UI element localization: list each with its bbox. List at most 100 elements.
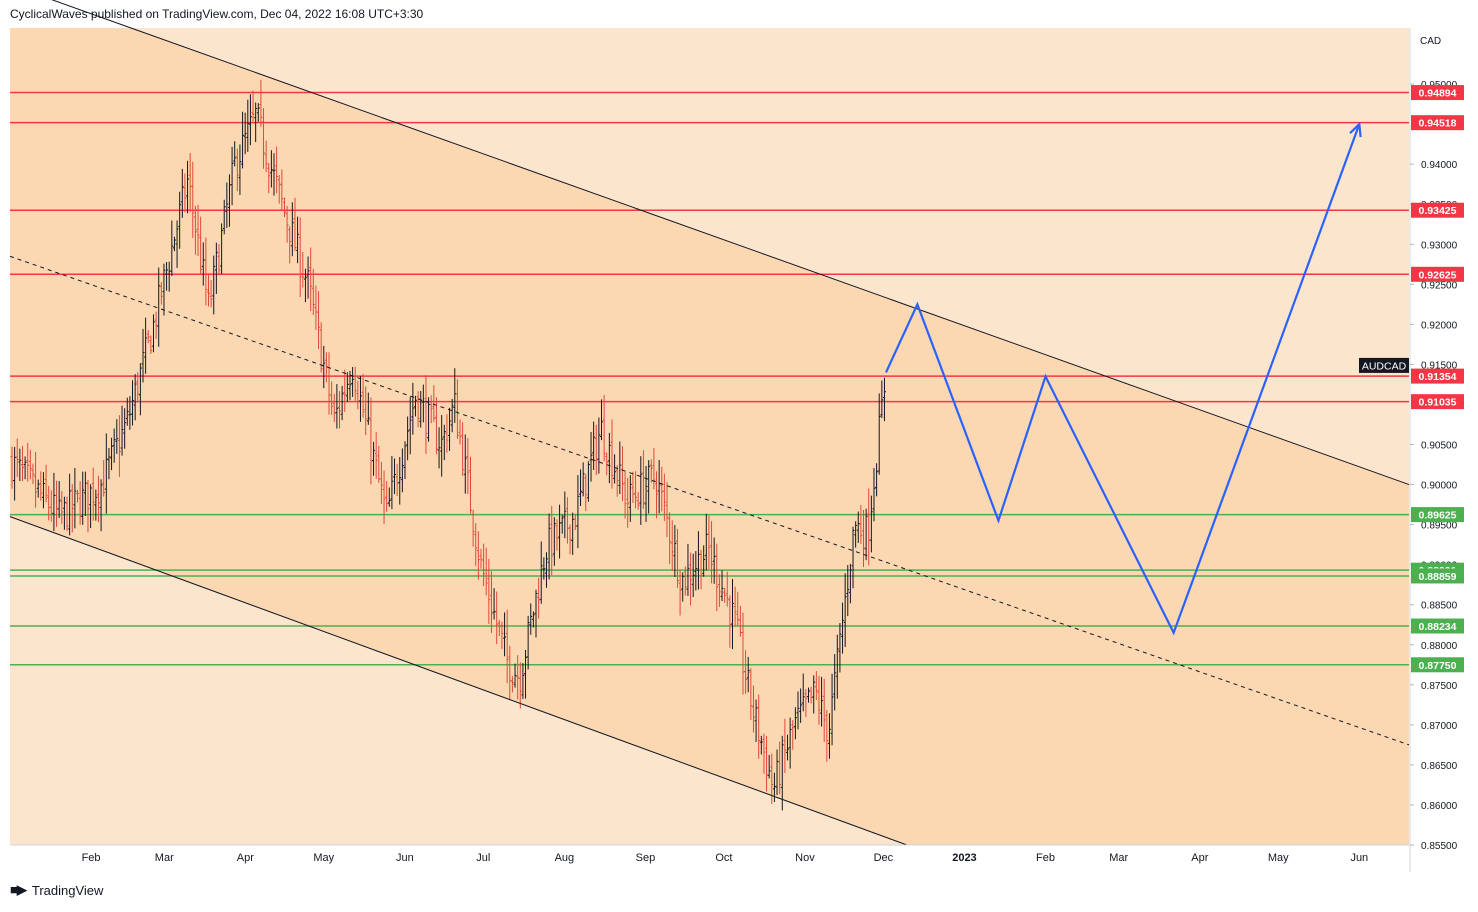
ohlc-bar bbox=[70, 483, 74, 533]
ohlc-bar bbox=[681, 572, 685, 602]
ohlc-bar bbox=[408, 396, 412, 455]
ohlc-bar bbox=[702, 545, 706, 577]
ohlc-bar bbox=[272, 153, 276, 196]
ohlc-bar bbox=[859, 505, 863, 544]
ohlc-bar bbox=[484, 547, 488, 596]
level-label-bg bbox=[1411, 115, 1464, 131]
ohlc-bar bbox=[55, 480, 59, 527]
ohlc-bar bbox=[138, 363, 142, 416]
x-tick-label: May bbox=[1268, 852, 1289, 864]
ohlc-bar bbox=[710, 521, 714, 584]
ohlc-bar bbox=[353, 366, 357, 401]
ohlc-bar bbox=[348, 370, 352, 401]
ohlc-bar bbox=[94, 489, 98, 521]
x-tick-label: Mar bbox=[1109, 852, 1128, 864]
ohlc-bar bbox=[364, 386, 368, 435]
y-tick-label: 0.86500 bbox=[1421, 761, 1458, 772]
ohlc-bar bbox=[772, 772, 776, 803]
ohlc-bar bbox=[159, 282, 163, 305]
ohlc-bar bbox=[222, 199, 226, 235]
ohlc-bar bbox=[880, 380, 884, 419]
x-tick-label: Oct bbox=[715, 852, 732, 864]
ohlc-bar bbox=[835, 634, 839, 699]
ohlc-bar bbox=[28, 449, 32, 480]
level-label-text: 0.92625 bbox=[1419, 269, 1457, 281]
ohlc-bar bbox=[563, 491, 567, 539]
ohlc-bar bbox=[757, 694, 761, 759]
symbol-label-text: AUDCAD bbox=[1362, 360, 1407, 372]
ohlc-bar bbox=[434, 397, 438, 455]
ohlc-bar bbox=[542, 557, 546, 580]
ohlc-bar bbox=[340, 385, 344, 421]
ohlc-bar bbox=[518, 662, 522, 709]
ohlc-bar bbox=[799, 688, 803, 723]
ohlc-bar bbox=[474, 523, 478, 566]
ohlc-bar bbox=[151, 314, 155, 353]
ohlc-bar bbox=[393, 458, 397, 495]
ohlc-bar bbox=[689, 552, 693, 606]
ohlc-bar bbox=[241, 111, 245, 169]
ohlc-bar bbox=[233, 141, 237, 167]
ohlc-bar bbox=[243, 112, 247, 155]
ohlc-bar bbox=[133, 374, 137, 421]
ohlc-bar bbox=[872, 468, 876, 522]
ohlc-bar bbox=[862, 510, 865, 567]
channel-fill bbox=[10, 28, 1409, 845]
ohlc-bar bbox=[579, 469, 583, 506]
footer-brand[interactable]: ■▶ TradingView bbox=[10, 882, 103, 898]
ohlc-bar bbox=[214, 242, 218, 294]
y-tick-label: 0.94000 bbox=[1421, 160, 1458, 171]
x-tick-label: Dec bbox=[874, 852, 894, 864]
ohlc-bar bbox=[18, 448, 22, 482]
ohlc-bar bbox=[366, 392, 370, 425]
ohlc-bar bbox=[277, 174, 281, 204]
ohlc-bar bbox=[489, 571, 493, 633]
ohlc-bar bbox=[649, 459, 653, 483]
brand-name: TradingView bbox=[31, 882, 104, 898]
ohlc-bar bbox=[670, 520, 674, 571]
ohlc-bar bbox=[123, 408, 127, 449]
level-label: 0.93425 bbox=[1411, 202, 1464, 218]
ohlc-bar bbox=[358, 375, 362, 422]
x-tick-label: Sep bbox=[636, 852, 656, 864]
ohlc-bar bbox=[209, 280, 213, 308]
ohlc-bar bbox=[136, 372, 140, 403]
ohlc-bar bbox=[345, 372, 349, 402]
ohlc-bar bbox=[170, 220, 174, 277]
level-label-bg bbox=[1411, 85, 1464, 101]
ohlc-bar bbox=[91, 467, 95, 521]
ohlc-bar bbox=[731, 579, 734, 650]
y-tick-label: 0.89500 bbox=[1421, 521, 1458, 532]
ohlc-bar bbox=[455, 379, 459, 439]
ohlc-bar bbox=[521, 663, 525, 700]
ohlc-bar bbox=[251, 90, 255, 122]
ohlc-bar bbox=[733, 586, 737, 627]
ohlc-bar bbox=[191, 161, 195, 238]
ohlc-bar bbox=[848, 563, 852, 604]
level-label-text: 0.87750 bbox=[1419, 660, 1457, 672]
ohlc-bar bbox=[372, 441, 376, 476]
ohlc-bar bbox=[400, 448, 404, 493]
ohlc-bar bbox=[817, 675, 821, 725]
ohlc-bar bbox=[246, 99, 250, 152]
ohlc-bar bbox=[568, 524, 572, 555]
ohlc-bar bbox=[416, 391, 420, 428]
ohlc-bar bbox=[778, 741, 782, 795]
y-tick-label: 0.90000 bbox=[1421, 481, 1458, 492]
ohlc-bar bbox=[282, 197, 286, 218]
ohlc-bar bbox=[448, 407, 452, 451]
ohlc-bar bbox=[259, 79, 263, 127]
ohlc-bar bbox=[801, 673, 805, 712]
ohlc-bar bbox=[825, 709, 829, 762]
ohlc-bar bbox=[186, 160, 190, 214]
y-tick-label: 0.92000 bbox=[1421, 320, 1458, 331]
ohlc-bar bbox=[23, 456, 27, 480]
ohlc-bar bbox=[746, 656, 750, 693]
ohlc-bar bbox=[298, 217, 302, 298]
level-label: 0.94894 bbox=[1411, 85, 1464, 101]
ohlc-bar bbox=[15, 438, 19, 477]
ohlc-bar bbox=[754, 699, 758, 742]
ohlc-bar bbox=[102, 459, 106, 497]
ohlc-bar bbox=[529, 603, 533, 635]
